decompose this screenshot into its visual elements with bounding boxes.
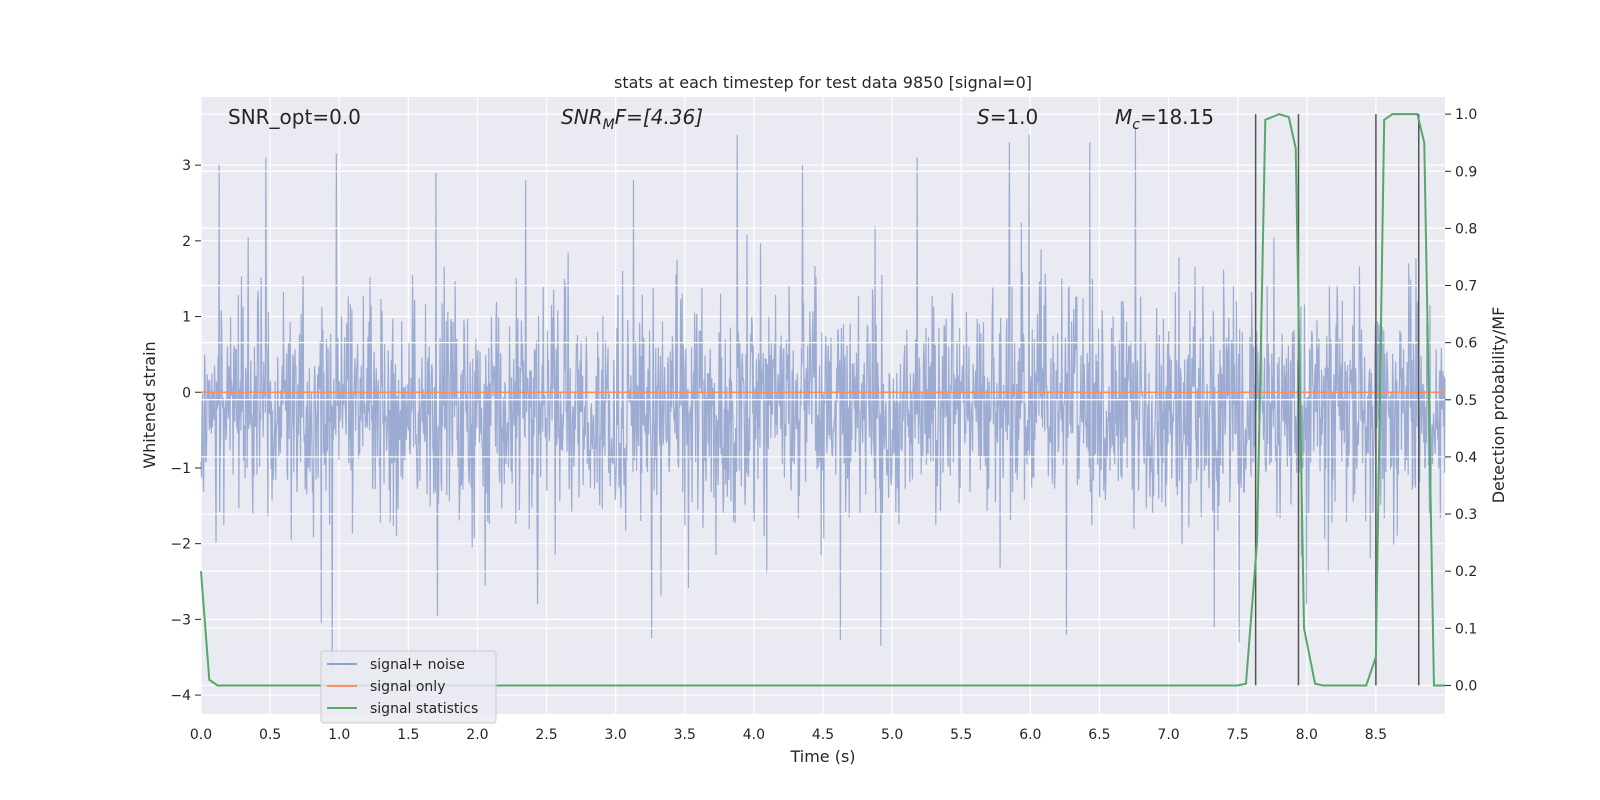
x-tick-label: 8.5 <box>1365 727 1387 743</box>
y-tick-label: 3 <box>182 158 191 174</box>
y-right-tick-label: 0.6 <box>1455 336 1477 352</box>
snr-mf-rest: F=[4.36] <box>615 105 703 129</box>
chart-title: stats at each timestep for test data 985… <box>614 73 1032 92</box>
legend: signal+ noise signal only signal statist… <box>320 650 497 724</box>
signal-statistics-series <box>200 113 1445 687</box>
mc-main: M <box>1115 105 1132 129</box>
y-right-tick-label: 0.8 <box>1455 221 1477 237</box>
y-right-tick-label: 0.5 <box>1455 393 1477 409</box>
s-annotation: S=1.0 <box>977 105 1038 129</box>
y-tick-label: 0 <box>182 385 191 401</box>
x-tick-label: 5.0 <box>881 727 903 743</box>
signal-noise-line <box>200 127 1446 673</box>
y-tick-label: −2 <box>170 537 191 553</box>
snr-mf-main: SNR <box>561 105 603 129</box>
y-right-tick-label: 0.3 <box>1455 507 1477 523</box>
y-right-tick-label: 0.1 <box>1455 621 1477 637</box>
signal-noise-series <box>200 113 1446 687</box>
x-tick-label: 2.5 <box>535 727 557 743</box>
x-tick-label: 7.0 <box>1157 727 1179 743</box>
legend-label-signal-statistics: signal statistics <box>370 701 478 717</box>
x-tick-label: 8.0 <box>1296 727 1318 743</box>
y-tick-labels: 3 2 1 0 −1 −2 −3 −4 <box>170 158 201 704</box>
y-tick-label: 2 <box>182 234 191 250</box>
signal-statistics-line <box>200 113 1445 687</box>
y-right-tick-labels: 1.0 0.9 0.8 0.7 0.6 0.5 0.4 0.3 0.2 0.1 0.0 <box>1445 107 1477 694</box>
y-tick-label: −4 <box>170 688 191 704</box>
x-tick-label: 6.0 <box>1019 727 1041 743</box>
y-right-tick-label: 1.0 <box>1455 107 1477 123</box>
x-tick-label: 1.5 <box>397 727 419 743</box>
x-tick-labels: 0.0 0.5 1.0 1.5 2.0 2.5 3.0 3.5 4.0 4.5 5.0 5.5 6.0 6… <box>190 727 1387 743</box>
y-tick-label: −1 <box>170 461 191 477</box>
legend-label-signal-only: signal only <box>370 679 445 695</box>
mc-rest: =18.15 <box>1140 105 1214 129</box>
y-tick-label: 1 <box>182 310 191 326</box>
y-right-axis-label: Detection probability/MF <box>1489 307 1508 504</box>
y-right-tick-label: 0.7 <box>1455 279 1477 295</box>
y-right-tick-label: 0.4 <box>1455 450 1477 466</box>
snr-opt-annotation: SNR_opt=0.0 <box>228 105 361 129</box>
mc-annotation: Mc=18.15 <box>1115 105 1214 133</box>
vertical-markers <box>1254 114 1420 686</box>
x-tick-label: 6.5 <box>1088 727 1110 743</box>
x-tick-label: 5.5 <box>950 727 972 743</box>
x-tick-label: 3.0 <box>605 727 627 743</box>
snr-mf-sub: M <box>603 117 615 133</box>
x-tick-label: 7.5 <box>1227 727 1249 743</box>
x-axis-label: Time (s) <box>789 747 855 766</box>
y-right-tick-label: 0.0 <box>1455 678 1477 694</box>
y-right-tick-label: 0.2 <box>1455 564 1477 580</box>
y-tick-label: −3 <box>170 612 191 628</box>
x-tick-label: 3.5 <box>674 727 696 743</box>
y-axis-label: Whitened strain <box>140 341 159 468</box>
x-tick-label: 1.0 <box>328 727 350 743</box>
mc-sub: c <box>1132 117 1140 133</box>
legend-box <box>320 650 497 724</box>
x-tick-label: 2.0 <box>466 727 488 743</box>
x-tick-label: 4.5 <box>812 727 834 743</box>
s-main: S <box>977 105 990 129</box>
x-tick-label: 0.0 <box>190 727 212 743</box>
s-rest: =1.0 <box>990 105 1039 129</box>
legend-label-signal-noise: signal+ noise <box>370 657 465 673</box>
y-right-tick-label: 0.9 <box>1455 164 1477 180</box>
snr-mf-annotation: SNRMF=[4.36] <box>561 105 703 133</box>
x-tick-label: 0.5 <box>259 727 281 743</box>
x-tick-label: 4.0 <box>743 727 765 743</box>
